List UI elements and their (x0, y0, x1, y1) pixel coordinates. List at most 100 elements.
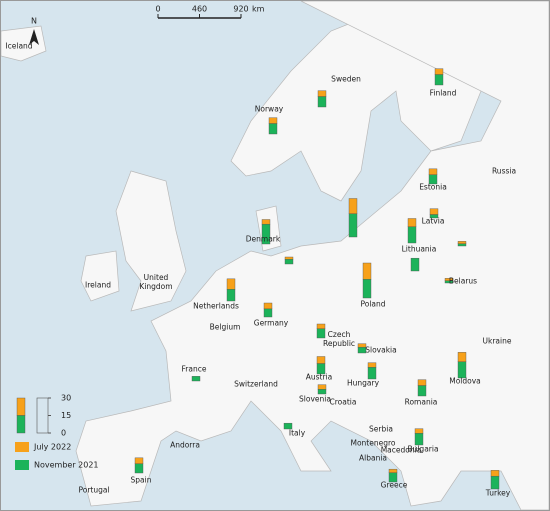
bar-segment (362, 279, 372, 299)
bar-segment (268, 123, 278, 135)
country-label: Ireland (85, 280, 111, 290)
bar-segment (263, 308, 273, 318)
legend-scale-label: 30 (61, 394, 71, 403)
country-label: Romania (404, 397, 438, 407)
country-label: Serbia (369, 424, 393, 434)
country-label: Denmark (245, 234, 281, 244)
bar-segment (414, 428, 424, 434)
bar-segment (317, 96, 327, 108)
bar-segment (316, 323, 326, 329)
country-label: United Kingdom (139, 273, 173, 291)
legend-swatch (15, 460, 29, 470)
country-label: Slovenia (299, 394, 331, 404)
bar-segment (268, 117, 278, 124)
bar-segment (348, 213, 358, 238)
country-label: Albania (358, 453, 388, 463)
legend-label: November 2021 (34, 461, 99, 470)
bar-segment (428, 168, 438, 175)
country-label: Belarus (448, 276, 478, 286)
bar-segment (348, 198, 358, 214)
bar-segment (417, 385, 427, 397)
country-label: Austria (305, 372, 333, 382)
bar-segment (429, 208, 439, 215)
legend-sample (16, 397, 26, 416)
bar-segment (134, 463, 144, 474)
country-label: Greece (380, 480, 408, 490)
bar-segment (457, 243, 467, 247)
bar-segment (367, 367, 377, 380)
bar-segment (317, 90, 327, 97)
country-label: Norway (254, 104, 284, 114)
bar-segment (134, 457, 144, 464)
bar-segment (316, 356, 326, 364)
bar-segment (490, 470, 500, 477)
country-label: Portugal (78, 485, 110, 495)
country-label: Belgium (209, 322, 241, 332)
bar-segment (226, 278, 236, 290)
country-label: Spain (130, 475, 152, 485)
country-label: Poland (360, 299, 386, 309)
legend-swatch (15, 442, 29, 452)
country-label: Germany (253, 318, 289, 328)
bar-segment (284, 256, 294, 260)
bar-segment (284, 259, 294, 265)
country-label: Moldova (449, 376, 481, 386)
bar-segment (417, 379, 427, 386)
legend-scale-frame (36, 397, 49, 434)
country-label: Latvia (421, 216, 445, 226)
bar-segment (410, 257, 420, 272)
bar-segment (367, 362, 377, 368)
bar-segment (317, 389, 327, 395)
bar-segment (317, 384, 327, 390)
country-label: Hungary (346, 378, 380, 388)
bar-segment (457, 241, 467, 244)
country-label: Ukraine (482, 336, 512, 346)
bar-segment (283, 422, 293, 430)
country-label: Estonia (419, 182, 447, 192)
bar-segment (490, 475, 500, 490)
bar-segment (407, 226, 417, 244)
country-label: Slovakia (365, 345, 397, 355)
country-label: Montenegro (350, 438, 396, 448)
bar-segment (388, 468, 398, 473)
bar-segment (357, 343, 367, 348)
bar-segment (261, 219, 271, 225)
legend-scale-label: 0 (61, 429, 66, 438)
bar-segment (226, 289, 236, 302)
bar-segment (444, 278, 454, 281)
country-label: Andorra (170, 440, 200, 450)
country-label: Croatia (329, 397, 357, 407)
north-arrow: N (29, 17, 39, 45)
scale-unit: km (252, 5, 265, 14)
country-label: France (181, 364, 207, 374)
country-label: Finland (429, 88, 457, 98)
bar-segment (414, 433, 424, 446)
scale-label: 0 (155, 5, 160, 14)
bar-segment (263, 302, 273, 310)
scale-label: 920 (233, 5, 248, 14)
legend-label: July 2022 (33, 443, 71, 452)
country-label: Bulgaria (407, 444, 439, 454)
country-label: Iceland (5, 41, 33, 51)
country-label: Sweden (331, 74, 361, 84)
country-label: Czech Republic (322, 330, 356, 348)
bar-segment (434, 74, 444, 86)
legend-sample (16, 415, 26, 434)
country-label: Turkey (485, 488, 511, 498)
country-label: Macedonia (380, 445, 422, 455)
bar-segment (191, 376, 201, 382)
country-label: Switzerland (234, 379, 278, 389)
scale-label: 460 (192, 5, 207, 14)
country-label: Netherlands (193, 301, 239, 311)
bar-segment (407, 218, 417, 227)
bar-segment (457, 352, 467, 362)
bar-segment (362, 262, 372, 280)
country-label: Russia (491, 166, 517, 176)
legend-scale-label: 15 (61, 411, 71, 420)
country-label: Italy (288, 428, 306, 438)
north-label: N (31, 17, 37, 26)
bar-segment (434, 68, 444, 75)
